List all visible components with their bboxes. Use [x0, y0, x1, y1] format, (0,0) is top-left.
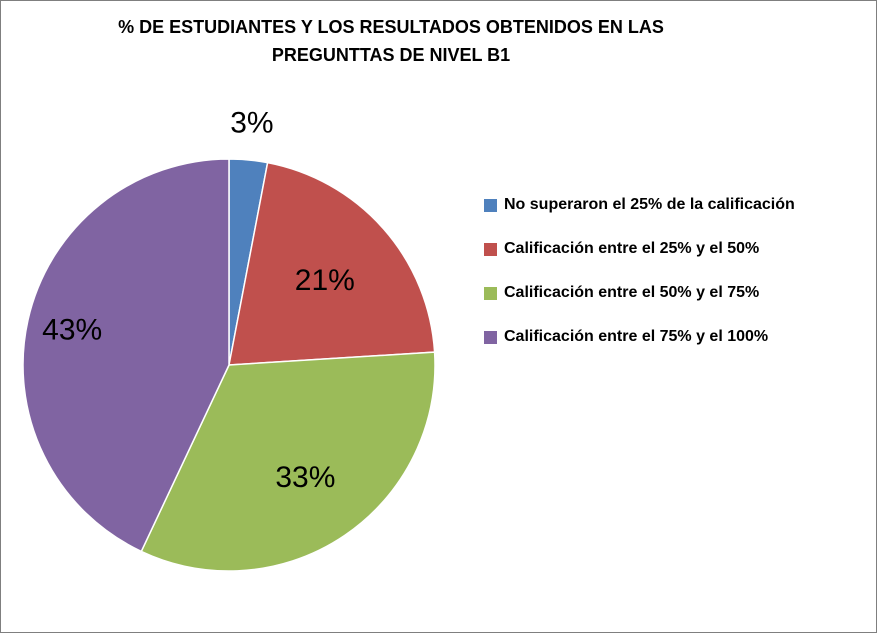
- slice-50-75: [140, 351, 436, 572]
- legend-item-50-75: Calificación entre el 50% y el 75%: [484, 271, 864, 315]
- legend-item-75-100: Calificación entre el 75% y el 100%: [484, 315, 864, 359]
- legend-swatch: [484, 330, 497, 344]
- slice-25-50: [228, 161, 436, 366]
- legend-label: Calificación entre el 25% y el 50%: [504, 240, 760, 257]
- data-label: 21%: [295, 264, 355, 297]
- data-label: 33%: [275, 461, 335, 494]
- legend-item-no-superaron: No superaron el 25% de la calificación: [484, 183, 864, 227]
- data-label: 3%: [230, 107, 273, 140]
- pie-labels: 3% 21% 33% 43%: [42, 107, 355, 494]
- chart-title: % DE ESTUDIANTES Y LOS RESULTADOS OBTENI…: [41, 13, 741, 69]
- legend-label: Calificación entre el 75% y el 100%: [504, 328, 769, 345]
- pie-slices: [22, 158, 436, 572]
- legend-swatch: [484, 198, 497, 212]
- chart-title-line-1: % DE ESTUDIANTES Y LOS RESULTADOS OBTENI…: [118, 17, 664, 37]
- legend-swatch: [484, 242, 497, 256]
- legend: No superaron el 25% de la calificación C…: [484, 183, 864, 359]
- legend-item-25-50: Calificación entre el 25% y el 50%: [484, 227, 864, 271]
- slice-75-100: [22, 158, 230, 553]
- data-label: 43%: [42, 313, 102, 346]
- chart-title-line-2: PREGUNTTAS DE NIVEL B1: [271, 45, 511, 65]
- legend-label: No superaron el 25% de la calificación: [504, 196, 795, 213]
- legend-swatch: [484, 286, 497, 300]
- legend-label: Calificación entre el 50% y el 75%: [504, 284, 760, 301]
